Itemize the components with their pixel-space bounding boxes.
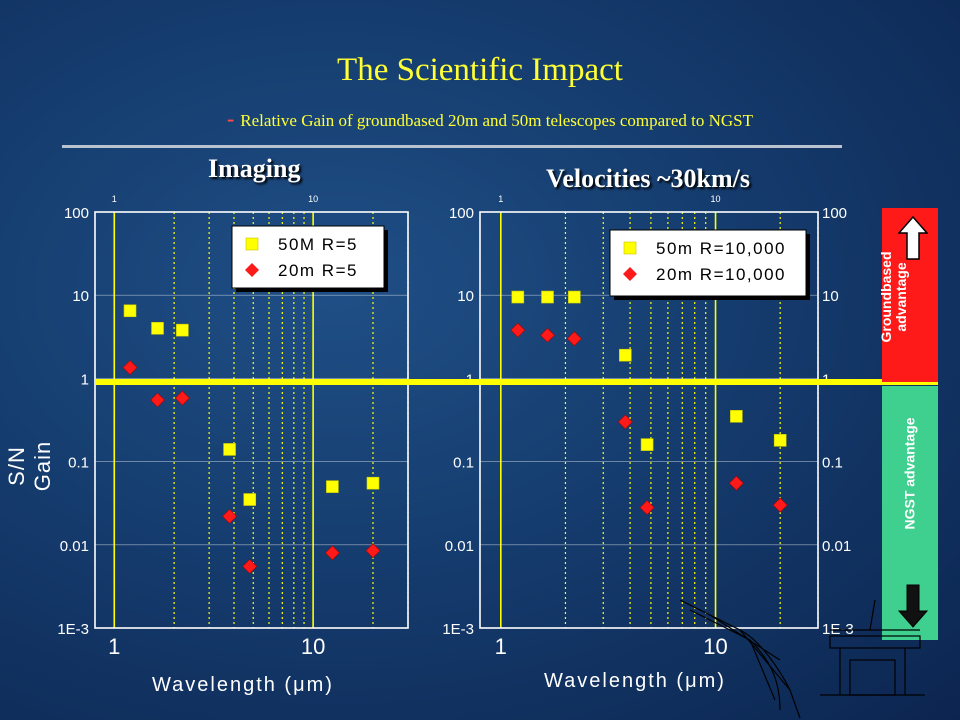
- imaging-y-tick-label: 0.1: [68, 455, 89, 472]
- down-arrow-icon: [898, 584, 928, 628]
- velocities-x-tick-label-top: 10: [711, 194, 721, 204]
- velocities-x-tick-label-top: 1: [498, 194, 503, 204]
- velocities-legend-diamond-swatch: [623, 267, 637, 281]
- subtitle-text: Relative Gain of groundbased 20m and 50m…: [240, 111, 754, 130]
- imaging-y-tick-label: 0.01: [60, 538, 89, 555]
- imaging-diamond-point: [150, 392, 165, 408]
- velocities-y-tick-label: 1E-3: [442, 621, 474, 638]
- velocities-legend-square-swatch: [623, 241, 637, 255]
- up-arrow-icon: [898, 216, 928, 260]
- ngst-advantage-label: NGST advantage: [901, 417, 918, 530]
- velocities-diamond-point: [566, 331, 582, 347]
- imaging-panel-title: Imaging: [208, 154, 301, 183]
- subtitle-dash: -: [226, 106, 235, 131]
- velocities-x-axis-label: Wavelength (μm): [544, 670, 726, 692]
- imaging-square-point: [223, 443, 236, 456]
- velocities-square-point: [730, 410, 743, 423]
- imaging-square-point: [151, 322, 164, 335]
- velocities-y-tick-label: 0.01: [445, 538, 474, 555]
- velocities-y-tick-label: 10: [457, 288, 474, 305]
- imaging-y-tick-label: 100: [64, 205, 89, 222]
- velocities-y-tick-label: 0.1: [453, 455, 474, 472]
- velocities-diamond-point: [639, 500, 655, 516]
- imaging-square-point: [176, 323, 189, 337]
- imaging-diamond-point: [324, 545, 340, 561]
- velocities-legend-label: 50m R=10,000: [656, 239, 786, 258]
- imaging-legend-box: [231, 225, 385, 289]
- imaging-x-tick-label: 1: [108, 634, 120, 659]
- velocities-y-tick-label: 100: [449, 205, 474, 222]
- imaging-plot-frame: [94, 211, 409, 629]
- imaging-chart: 1E-3 0.01 0.1 1 10 100 1 1 10 10 50M R=5 20m R=5: [57, 194, 409, 659]
- imaging-diamond-point: [122, 360, 138, 375]
- velocities-y-tick-label-right: 100: [822, 205, 847, 222]
- imaging-legend-diamond-swatch: [245, 263, 259, 277]
- velocities-y-tick-label-right: 10: [822, 288, 839, 305]
- velocities-square-point: [511, 290, 525, 304]
- velocities-chart: 1E-31E-30.010.010.10.1111010100100111010…: [442, 194, 853, 659]
- title-divider: [62, 145, 842, 148]
- imaging-legend-label: 50M R=5: [278, 235, 358, 254]
- imaging-diamond-point: [174, 390, 190, 406]
- imaging-x-tick-label-top: 10: [308, 194, 318, 204]
- imaging-square-point: [243, 493, 257, 506]
- imaging-square-point: [123, 304, 137, 318]
- velocities-diamond-point: [540, 327, 555, 343]
- imaging-legend-square-swatch: [245, 237, 259, 251]
- velocities-legend-box: [609, 229, 807, 297]
- imaging-x-tick-label: 10: [301, 634, 325, 659]
- imaging-x-tick-label-top: 1: [112, 194, 117, 204]
- imaging-y-tick-label: 1: [81, 371, 89, 388]
- velocities-x-tick-label: 10: [703, 634, 727, 659]
- ngst-advantage-bar: NGST advantage: [882, 386, 938, 640]
- imaging-legend-label: 20m R=5: [278, 261, 358, 280]
- imaging-square-point: [326, 480, 339, 493]
- velocities-square-point: [773, 434, 787, 447]
- imaging-diamond-point: [242, 558, 258, 574]
- velocities-diamond-point: [772, 497, 788, 513]
- velocities-diamond-point: [728, 475, 744, 491]
- velocities-diamond-point: [510, 322, 526, 338]
- velocities-legend-label: 20m R=10,000: [656, 265, 786, 284]
- velocities-panel-title: Velocities ~30km/s: [546, 164, 750, 193]
- telescope-illustration-icon: [680, 600, 925, 719]
- velocities-square-point: [568, 290, 581, 304]
- velocities-diamond-point: [617, 414, 633, 430]
- velocities-y-tick-label-right: 0.01: [822, 538, 851, 555]
- slide-subtitle: - Relative Gain of groundbased 20m and 50…: [0, 106, 960, 132]
- velocities-plot-frame: [479, 211, 819, 629]
- imaging-y-tick-label: 1E-3: [57, 621, 89, 638]
- slide-title: The Scientific Impact: [337, 52, 623, 88]
- velocities-y-tick-label-right: 0.1: [822, 455, 843, 472]
- imaging-y-tick-label: 10: [72, 288, 89, 305]
- velocities-square-point: [640, 438, 654, 451]
- velocities-square-point: [541, 290, 554, 304]
- velocities-square-point: [619, 348, 632, 362]
- imaging-x-axis-label: Wavelength (μm): [152, 674, 334, 696]
- imaging-diamond-point: [222, 508, 237, 524]
- groundbased-advantage-bar: Groundbased advantage: [878, 208, 938, 382]
- imaging-square-point: [366, 476, 380, 490]
- imaging-diamond-point: [365, 543, 381, 559]
- velocities-x-tick-label: 1: [495, 634, 507, 659]
